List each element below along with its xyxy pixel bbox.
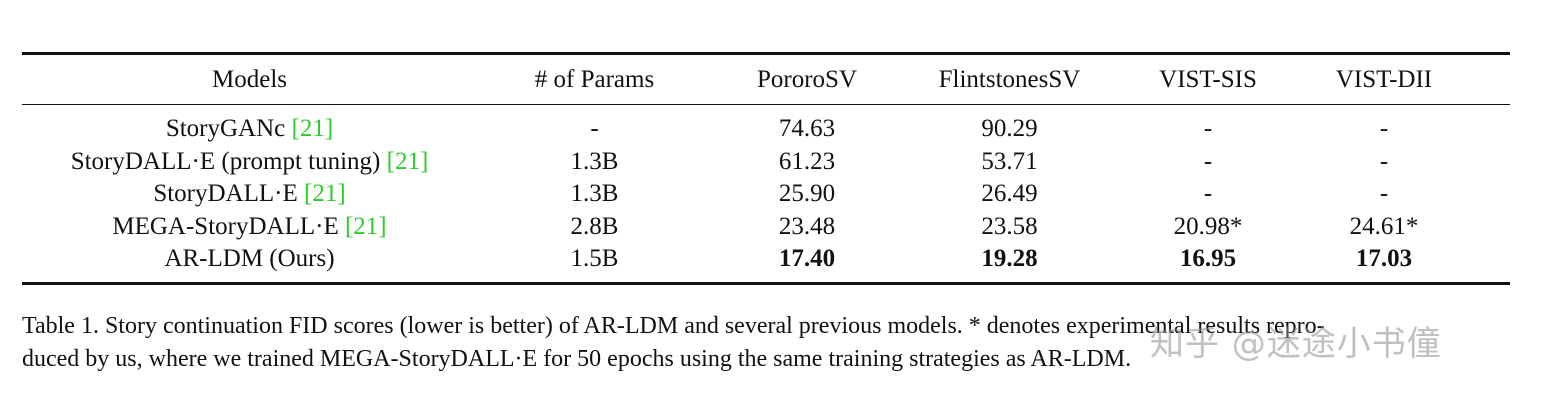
dii-cell-best: 17.03 [1355,245,1413,273]
params-cell: 1.3B [570,180,619,208]
header-pororosv: PororoSV [756,65,857,93]
header-params: # of Params [534,65,655,93]
citation-link[interactable]: [21] [291,115,334,143]
pororo-cell: 61.23 [778,147,836,175]
sis-cell-best: 16.95 [1179,245,1237,273]
table-row: StoryGANc [21] - 74.63 90.29 - - [22,105,1510,146]
table-row: MEGA-StoryDALL·E [21] 2.8B 23.48 23.58 2… [22,211,1510,244]
citation-link[interactable]: [21] [344,212,387,240]
table-row: StoryDALL·E [21] 1.3B 25.90 26.49 - - [22,178,1510,211]
citation-link[interactable]: [21] [386,147,429,175]
flint-cell: 26.49 [981,180,1038,208]
spacer-cell [1469,146,1510,179]
pororo-cell-best: 17.40 [778,245,836,273]
header-spacer [1469,54,1510,105]
dii-cell: - [1379,115,1389,143]
table-caption: Table 1. Story continuation FID scores (… [22,310,1522,376]
model-name: StoryDALL·E (prompt tuning) [70,147,381,175]
results-table: Models # of Params PororoSV FlintstonesS… [22,52,1510,285]
params-cell: 1.5B [570,245,619,273]
table-row: StoryDALL·E (prompt tuning) [21] 1.3B 61… [22,146,1510,179]
caption-line-2: duced by us, where we trained MEGA-Story… [22,346,1132,372]
dii-cell: - [1379,180,1389,208]
sis-cell: - [1203,180,1213,208]
spacer-cell [1469,243,1510,283]
model-name: StoryDALL·E [153,180,298,208]
flint-cell: 90.29 [981,115,1038,143]
model-cell: StoryDALL·E (prompt tuning) [21] [22,146,477,179]
sis-cell: - [1203,147,1213,175]
model-cell: MEGA-StoryDALL·E [21] [22,211,477,244]
caption-line-1: Table 1. Story continuation FID scores (… [22,313,1325,339]
model-cell: StoryDALL·E [21] [22,178,477,211]
model-name: MEGA-StoryDALL·E [112,212,339,240]
table-row: AR-LDM (Ours) 1.5B 17.40 19.28 16.95 17.… [22,243,1510,283]
sis-cell: - [1203,115,1213,143]
dii-cell: 24.61* [1349,212,1419,240]
model-cell: StoryGANc [21] [22,105,477,146]
spacer-cell [1469,105,1510,146]
citation-link[interactable]: [21] [304,180,346,208]
dii-cell: - [1379,147,1389,175]
sis-cell: 20.98* [1173,212,1243,240]
flint-cell: 23.58 [981,212,1038,240]
pororo-cell: 23.48 [778,212,836,240]
model-name: StoryGANc [165,115,286,143]
pororo-cell: 25.90 [778,180,836,208]
model-cell: AR-LDM (Ours) [22,243,477,283]
spacer-cell [1469,211,1510,244]
model-name: AR-LDM (Ours) [164,245,335,273]
watermark: 知乎 @迷途小书僮 [1150,324,1442,364]
flint-cell-best: 19.28 [981,245,1038,273]
spacer-cell [1469,178,1510,211]
results-table-container: Models # of Params PororoSV FlintstonesS… [22,52,1510,285]
header-flintstonessv: FlintstonesSV [938,65,1081,93]
table-header-row: Models # of Params PororoSV FlintstonesS… [22,53,1510,105]
header-vist-dii: VIST-DII [1335,65,1433,93]
params-cell: - [590,115,599,143]
pororo-cell: 74.63 [778,115,836,143]
header-models: Models [212,65,287,93]
flint-cell: 53.71 [981,147,1038,175]
params-cell: 2.8B [570,212,619,240]
params-cell: 1.3B [570,147,619,175]
header-vist-sis: VIST-SIS [1159,65,1257,93]
